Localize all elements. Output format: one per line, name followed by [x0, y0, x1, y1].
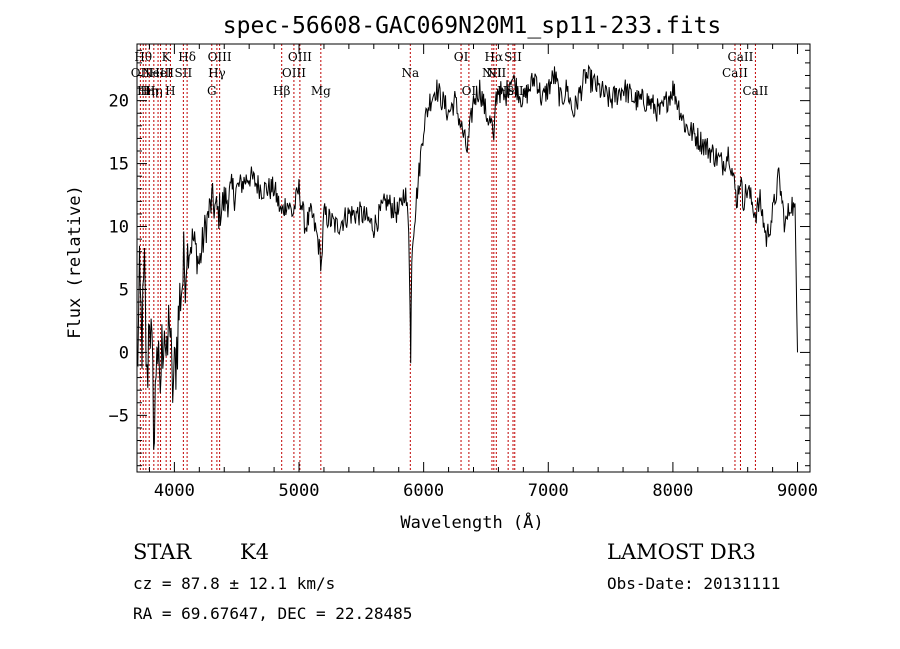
line-marker-label: Hδ [178, 50, 196, 64]
spectrum-series [136, 64, 798, 450]
line-marker-label: Hα [485, 50, 504, 64]
line-marker-label: SII [504, 50, 522, 64]
line-marker-label: Mg [311, 84, 331, 98]
y-tick-label: 10 [109, 218, 129, 238]
line-marker-label: OIII [288, 50, 312, 64]
line-marker-label: NII [482, 66, 502, 80]
plot-frame [136, 43, 811, 473]
line-marker-label: CaII [728, 50, 754, 64]
x-tick-label: 7000 [528, 481, 569, 501]
line-marker-label: OIII [208, 50, 232, 64]
chart-title: spec-56608-GAC069N20M1_sp11-233.fits [223, 13, 722, 39]
line-marker-label: CaII [742, 84, 768, 98]
y-axis-label: Flux (relative) [65, 185, 85, 339]
survey-name: LAMOST DR3 [607, 540, 756, 564]
line-marker-label: OI [462, 84, 477, 98]
line-marker-label: Hη [137, 84, 155, 98]
line-marker-label: Hη [145, 84, 163, 98]
line-marker-label: Hη [140, 84, 158, 98]
spectrum-line [136, 64, 798, 450]
line-marker-label: SII [175, 66, 193, 80]
redshift-velocity: cz = 87.8 ± 12.1 km/s [133, 574, 335, 593]
line-markers: OIIHθHηHηHηNeIIIHeIKHSIIHδGHγOIIIHβOIIIO… [131, 44, 769, 472]
line-marker-label: CaII [722, 66, 748, 80]
line-marker-label: HeI [149, 66, 172, 80]
line-marker-label: OIII [282, 66, 306, 80]
line-marker-label: Na [401, 66, 419, 80]
line-marker-label: Hγ [208, 66, 226, 80]
observation-date: Obs-Date: 20131111 [607, 574, 780, 593]
y-tick-label: 15 [109, 155, 129, 175]
axis-ticks: 4000 5000 6000 7000 8000 9000 −5 0 5 10 15 20 [109, 44, 818, 501]
line-marker-label: HeI [497, 84, 520, 98]
object-class: STAR [133, 540, 192, 564]
coordinates: RA = 69.67647, DEC = 22.28485 [133, 604, 412, 623]
y-tick-label: 20 [109, 92, 129, 112]
x-axis-label: Wavelength (Å) [400, 511, 543, 533]
y-tick-label: 5 [119, 280, 129, 300]
line-marker-label: NII [486, 66, 506, 80]
x-tick-label: 9000 [777, 481, 818, 501]
x-tick-label: 6000 [403, 481, 444, 501]
x-tick-label: 4000 [154, 481, 195, 501]
y-tick-label: 0 [119, 343, 129, 363]
y-tick-label: −5 [109, 406, 129, 426]
object-subclass: K4 [240, 540, 269, 564]
x-tick-label: 8000 [652, 481, 693, 501]
line-marker-label: G [207, 84, 217, 98]
line-marker-label: H [165, 84, 175, 98]
line-marker-label: OI [454, 50, 469, 64]
line-marker-label: Hβ [273, 84, 290, 98]
line-marker-label: K [162, 50, 172, 64]
line-marker-label: Hθ [134, 50, 152, 64]
x-tick-label: 5000 [279, 481, 320, 501]
